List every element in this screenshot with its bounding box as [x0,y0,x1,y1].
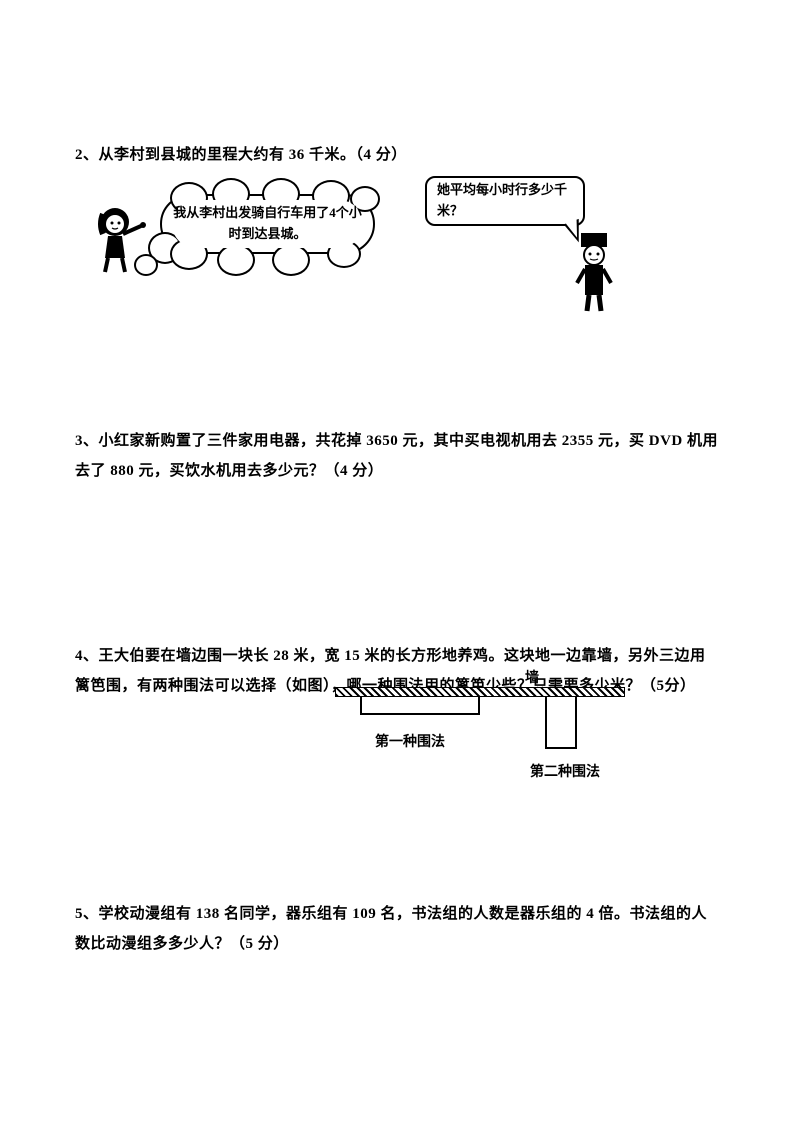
boy-icon [575,231,613,313]
question-2: 2、从李村到县城的里程大约有 36 千米。（4 分） [75,140,718,316]
fence1-label: 第一种围法 [375,731,445,751]
question-3: 3、小红家新购置了三件家用电器，共花掉 3650 元，其中买电视机用去 2355… [75,426,718,486]
speech-bubble: 她平均每小时行多少千米？ [425,176,585,226]
fence2-label: 第二种围法 [530,761,600,781]
speech-text: 她平均每小时行多少千米？ [437,180,573,222]
cloud-text: 我从李村出发骑自行车用了4个小时到达县城。 [172,203,363,245]
fence-method-2 [545,697,577,749]
q2-illustration: 我从李村出发骑自行车用了4个小时到达县城。 她平均每小时行多少千米？ [75,176,718,316]
fence-method-1 [360,697,480,715]
wall-label: 墙 [525,667,539,687]
q3-text: 3、小红家新购置了三件家用电器，共花掉 3650 元，其中买电视机用去 2355… [75,426,718,486]
q4-diagram: 墙 第一种围法 第二种围法 [335,669,718,799]
q2-text: 2、从李村到县城的里程大约有 36 千米。（4 分） [75,140,718,170]
page: 2、从李村到县城的里程大约有 36 千米。（4 分） [0,0,793,1129]
question-4: 4、王大伯要在墙边围一块长 28 米，宽 15 米的长方形地养鸡。这块地一边靠墙… [75,641,718,799]
thought-cloud: 我从李村出发骑自行车用了4个小时到达县城。 [160,194,375,254]
question-5: 5、学校动漫组有 138 名同学，器乐组有 109 名，书法组的人数是器乐组的 … [75,899,718,959]
q5-text: 5、学校动漫组有 138 名同学，器乐组有 109 名，书法组的人数是器乐组的 … [75,899,718,959]
wall-shape [335,687,625,697]
